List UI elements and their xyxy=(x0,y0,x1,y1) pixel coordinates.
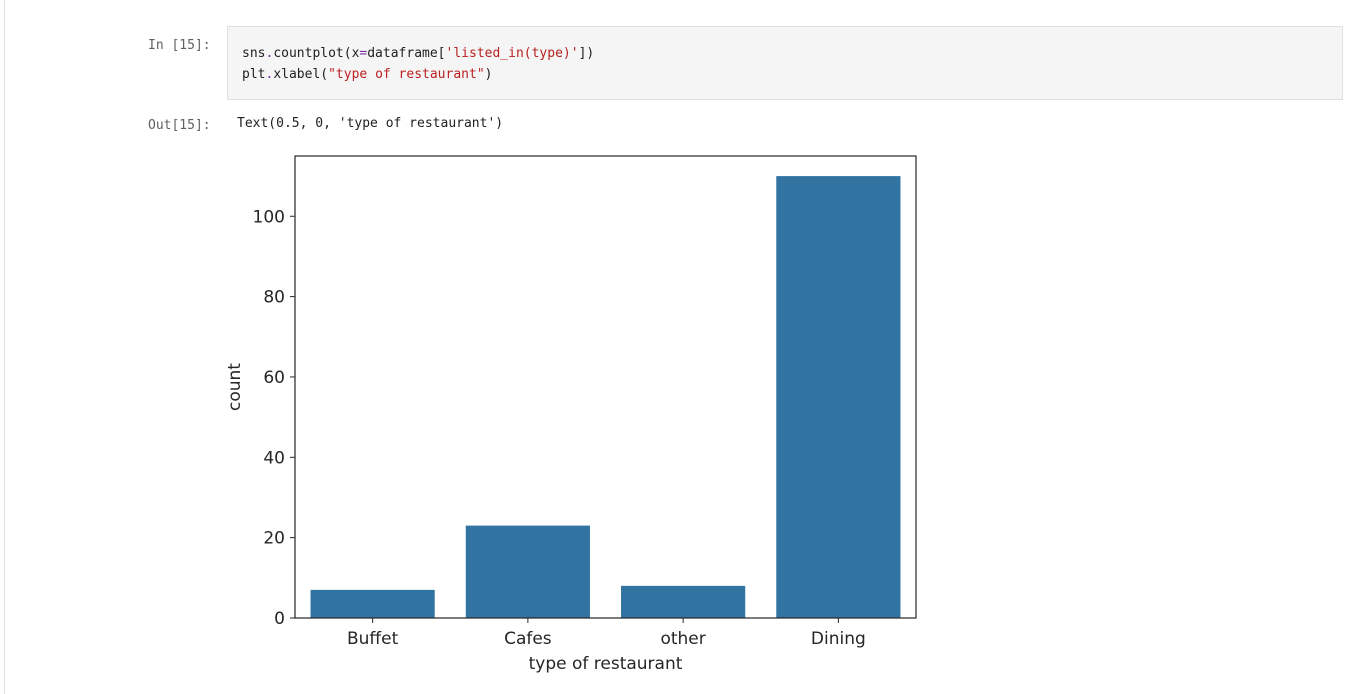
code-line-2: plt.xlabel("type of restaurant") xyxy=(242,67,493,82)
bars-group xyxy=(310,176,901,618)
bar-cafes xyxy=(465,525,590,618)
x-axis-label: type of restaurant xyxy=(529,654,683,674)
cell-left-border xyxy=(4,0,5,694)
x-tick-label: Dining xyxy=(811,629,866,649)
y-tick-label: 100 xyxy=(253,207,285,227)
input-prompt: In [15]: xyxy=(148,38,211,53)
y-tick-label: 0 xyxy=(274,609,285,629)
axes-frame xyxy=(294,155,917,619)
bar-dining xyxy=(776,176,901,618)
y-tick-label: 40 xyxy=(263,448,285,468)
y-axis-label: count xyxy=(225,363,245,411)
y-ticks-group: 0 20 40 60 80 100 xyxy=(253,207,295,629)
y-tick-label: 20 xyxy=(263,529,285,549)
x-ticks-group: Buffet Cafes other Dining xyxy=(347,618,866,649)
bar-buffet xyxy=(310,589,435,618)
output-prompt: Out[15]: xyxy=(148,118,211,133)
bar-other xyxy=(621,585,746,618)
code-cell-editor[interactable]: sns.countplot(x=dataframe['listed_in(typ… xyxy=(227,26,1343,100)
x-tick-label: other xyxy=(660,629,705,649)
y-tick-label: 60 xyxy=(263,368,285,388)
output-text: Text(0.5, 0, 'type of restaurant') xyxy=(237,116,504,131)
x-tick-label: Cafes xyxy=(504,629,552,649)
code-line-1: sns.countplot(x=dataframe['listed_in(typ… xyxy=(242,46,595,61)
x-tick-label: Buffet xyxy=(347,629,399,649)
y-tick-label: 80 xyxy=(263,288,285,308)
